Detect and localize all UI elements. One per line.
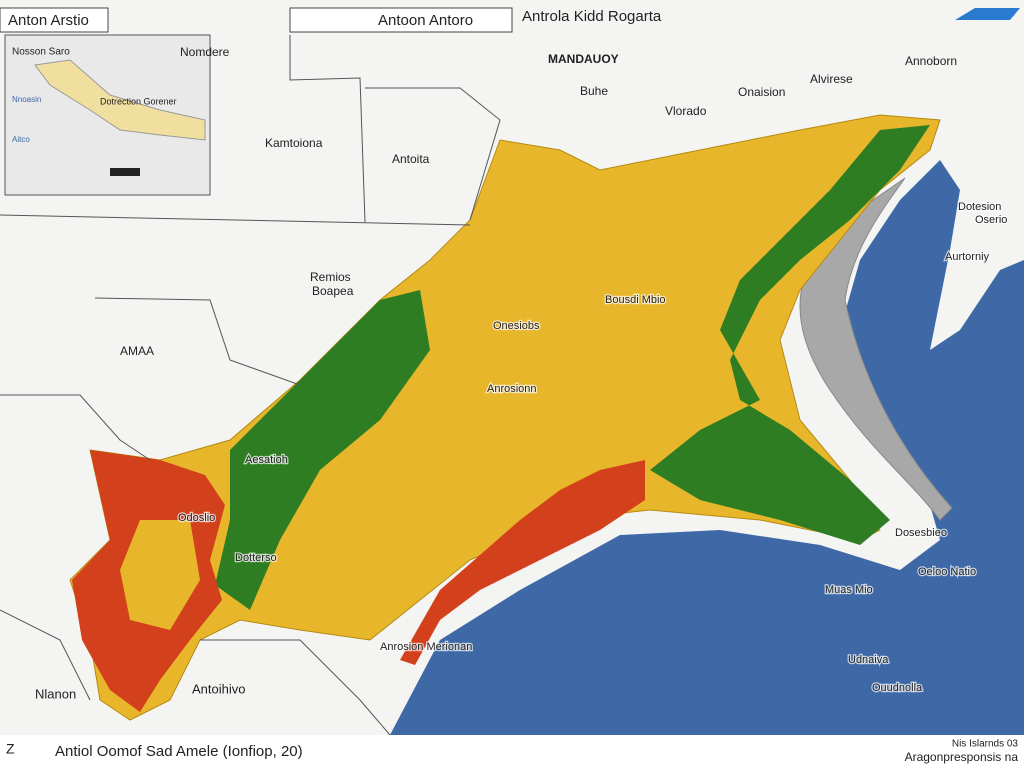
place-label: Alvirese	[810, 72, 853, 86]
bay	[799, 177, 953, 521]
place-label: Antoita	[392, 152, 430, 166]
place-label: Aesatioh	[245, 454, 288, 466]
place-label: Nlanon	[35, 686, 76, 701]
place-label: MANDAUOY	[548, 52, 619, 66]
place-label: Dotterso	[235, 552, 277, 564]
place-label: Antoihivo	[192, 681, 245, 696]
inset-region	[34, 59, 206, 141]
right-title: Antrola Kidd Rogarta	[522, 8, 662, 25]
sea	[390, 160, 1024, 735]
place-label: Anrosionn	[487, 383, 537, 395]
inset-label: Aitco	[12, 135, 30, 144]
place-label: Onesiobs	[493, 320, 540, 332]
place-label: Anrosion Merionan	[380, 641, 472, 653]
place-label: AMAA	[120, 344, 154, 358]
region-green	[215, 290, 430, 610]
place-label: Dosesbieo	[895, 527, 947, 539]
center-title: Antoon Antoro	[378, 12, 473, 29]
place-label: Vlorado	[665, 104, 707, 118]
place-label: Buhe	[580, 84, 608, 98]
place-label: Nomdere	[180, 45, 230, 59]
region-red	[400, 460, 645, 665]
title-box	[0, 7, 109, 33]
place-label: Boapea	[312, 284, 354, 298]
border	[0, 35, 501, 736]
inset-label: Dotrection Gorener	[100, 96, 177, 106]
place-label: Aurtorniy	[945, 251, 990, 263]
inset-label: Nosson Saro	[12, 47, 70, 58]
footer-symbol: Z	[6, 741, 15, 757]
title-box	[289, 7, 513, 33]
caption: Antiol Oomof Sad Amele (Ionfiop, 20)	[55, 743, 303, 760]
logo	[955, 8, 1020, 20]
place-label: Oeloo Natio	[918, 566, 976, 578]
place-label: Kamtoiona	[265, 136, 323, 150]
place-label: Odoslio	[178, 512, 215, 524]
footer-note: Nis Islarnds 03	[952, 739, 1019, 750]
place-label: Udnaiva	[848, 654, 889, 666]
region-yellow	[120, 520, 200, 630]
labels: Nomdere MANDAUOY Buhe Onaision Vlorado A…	[35, 45, 1009, 701]
place-label: Remios	[310, 270, 351, 284]
left-title: Anton Arstio	[8, 12, 89, 29]
region-green	[650, 125, 930, 545]
place-label: Dotesion	[958, 201, 1001, 213]
place-label: Muas Mio	[825, 584, 873, 596]
place-label: Bousdi Mbio	[605, 294, 666, 306]
footer	[0, 735, 1024, 768]
place-label: Ouudnolla	[872, 682, 923, 694]
place-label: Oserio	[975, 214, 1007, 226]
inset-marker	[110, 168, 140, 176]
inset-label: Nnoasin	[12, 95, 41, 104]
footer-note: Aragonpresponsis na	[905, 750, 1019, 764]
place-label: Annoborn	[905, 54, 957, 68]
place-label: Onaision	[738, 85, 785, 99]
